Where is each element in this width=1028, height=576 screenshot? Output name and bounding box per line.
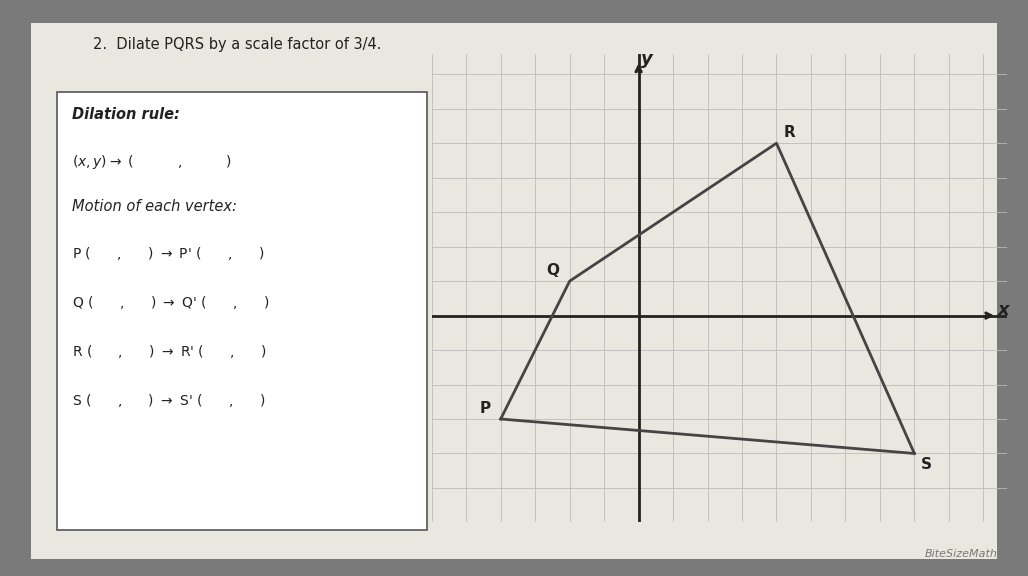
Text: Q: Q: [546, 263, 559, 278]
Text: P: P: [479, 400, 490, 415]
Text: BiteSizeMath: BiteSizeMath: [924, 549, 997, 559]
Text: y: y: [641, 50, 653, 68]
Text: Motion of each vertex:: Motion of each vertex:: [72, 199, 236, 214]
Text: Dilation rule:: Dilation rule:: [72, 107, 180, 122]
Text: R (      ,      ) $\rightarrow$ R' (      ,      ): R ( , ) $\rightarrow$ R' ( , ): [72, 343, 267, 360]
Text: Q (      ,      ) $\rightarrow$ Q' (      ,      ): Q ( , ) $\rightarrow$ Q' ( , ): [72, 294, 269, 311]
Text: x: x: [998, 301, 1009, 320]
Text: R: R: [783, 125, 795, 140]
Text: P (      ,      ) $\rightarrow$ P' (      ,      ): P ( , ) $\rightarrow$ P' ( , ): [72, 245, 264, 262]
Text: S: S: [921, 457, 932, 472]
Text: $(x,y) \rightarrow$ (          ,          ): $(x,y) \rightarrow$ ( , ): [72, 153, 232, 170]
Text: S (      ,      ) $\rightarrow$ S' (      ,      ): S ( , ) $\rightarrow$ S' ( , ): [72, 392, 265, 409]
Text: 2.  Dilate PQRS by a scale factor of 3/4.: 2. Dilate PQRS by a scale factor of 3/4.: [93, 37, 381, 52]
